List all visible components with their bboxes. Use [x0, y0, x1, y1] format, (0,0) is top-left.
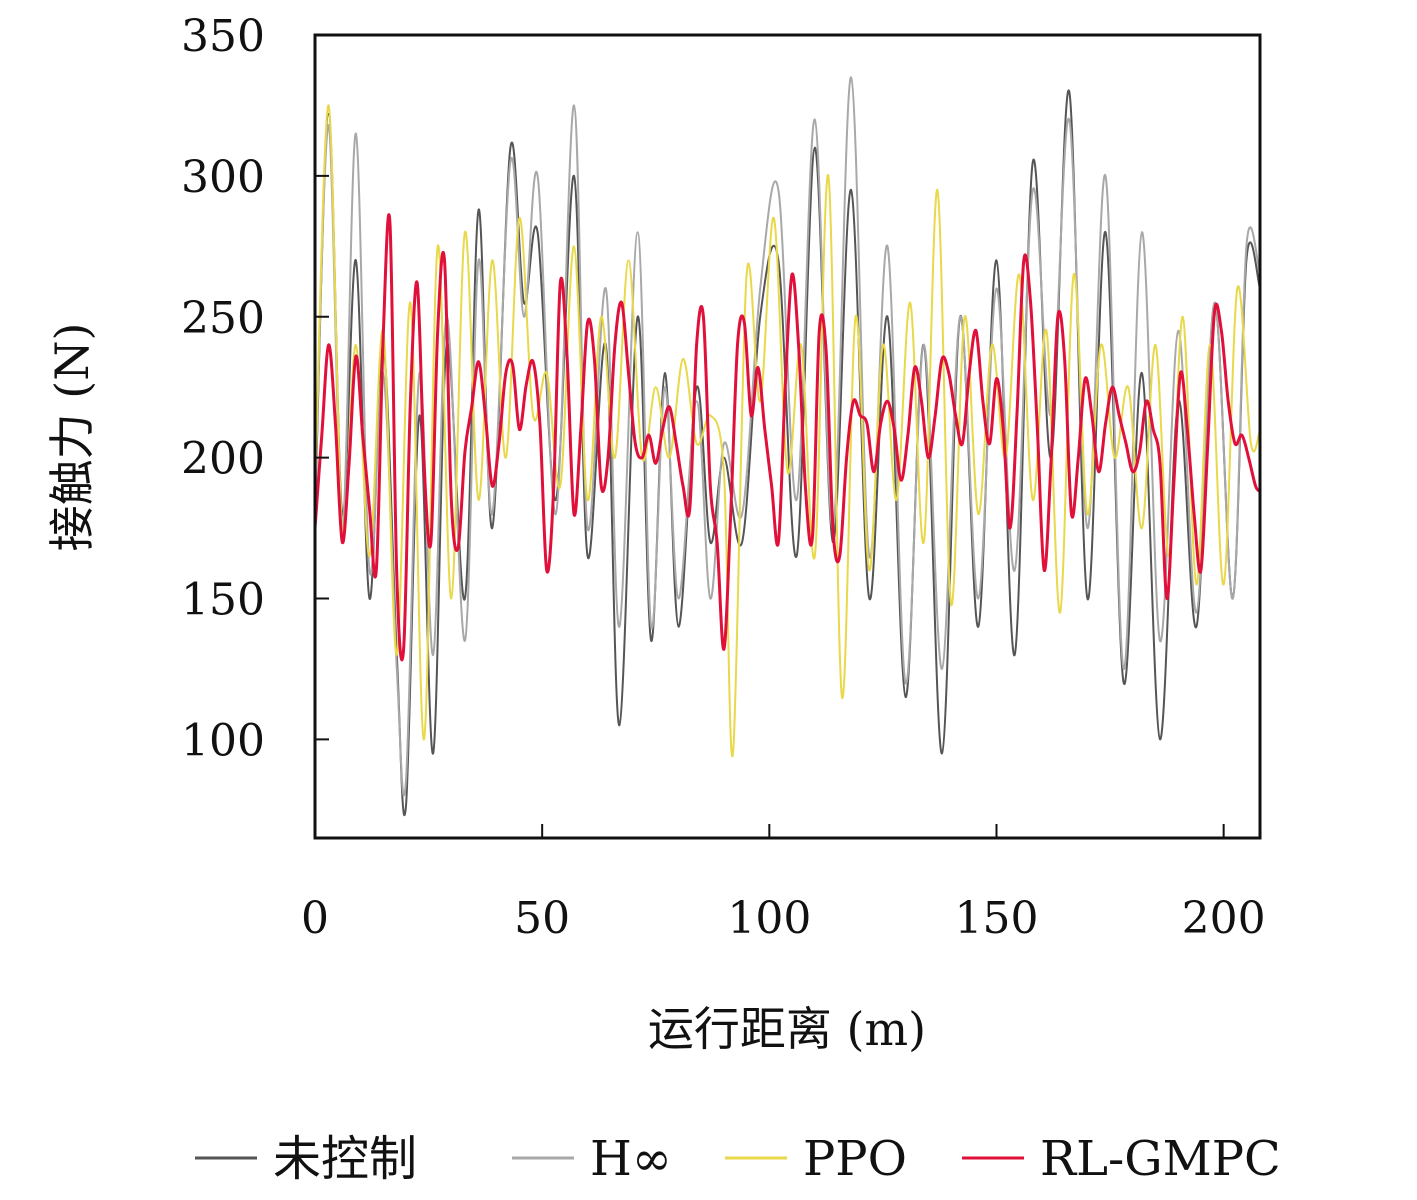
x-axis-ticks: 0 50 100 150 200: [301, 824, 1266, 944]
legend-label-1: 未控制: [273, 1131, 417, 1187]
y-tick-label: 250: [181, 293, 265, 344]
y-axis-ticks: 100 150 200 250 300 350: [181, 11, 329, 766]
plot-lines: [313, 76, 1262, 817]
legend-label-2: H∞: [590, 1131, 672, 1187]
legend-label-4: RL-GMPC: [1040, 1131, 1281, 1187]
y-tick-label: 200: [181, 434, 265, 485]
plot-frame: [313, 33, 1262, 840]
x-tick-label: 150: [954, 893, 1038, 944]
y-tick-label: 150: [181, 575, 265, 626]
x-tick-label: 200: [1182, 893, 1266, 944]
legend: 未控制 H∞ PPO RL-GMPC: [195, 1131, 1281, 1187]
x-axis-title: 运行距离 (m): [648, 1002, 926, 1056]
x-tick-label: 100: [727, 893, 811, 944]
y-tick-label: 350: [181, 11, 265, 62]
series-line-3: [314, 104, 1261, 758]
x-tick-label: 50: [514, 893, 570, 944]
x-tick-label: 0: [301, 893, 329, 944]
legend-label-3: PPO: [803, 1131, 907, 1187]
series-line-4: [313, 213, 1262, 662]
y-axis-title: 接触力 (N): [45, 323, 99, 552]
y-tick-label: 300: [181, 152, 265, 203]
series-line-1: [314, 89, 1261, 817]
y-tick-label: 100: [181, 715, 265, 766]
